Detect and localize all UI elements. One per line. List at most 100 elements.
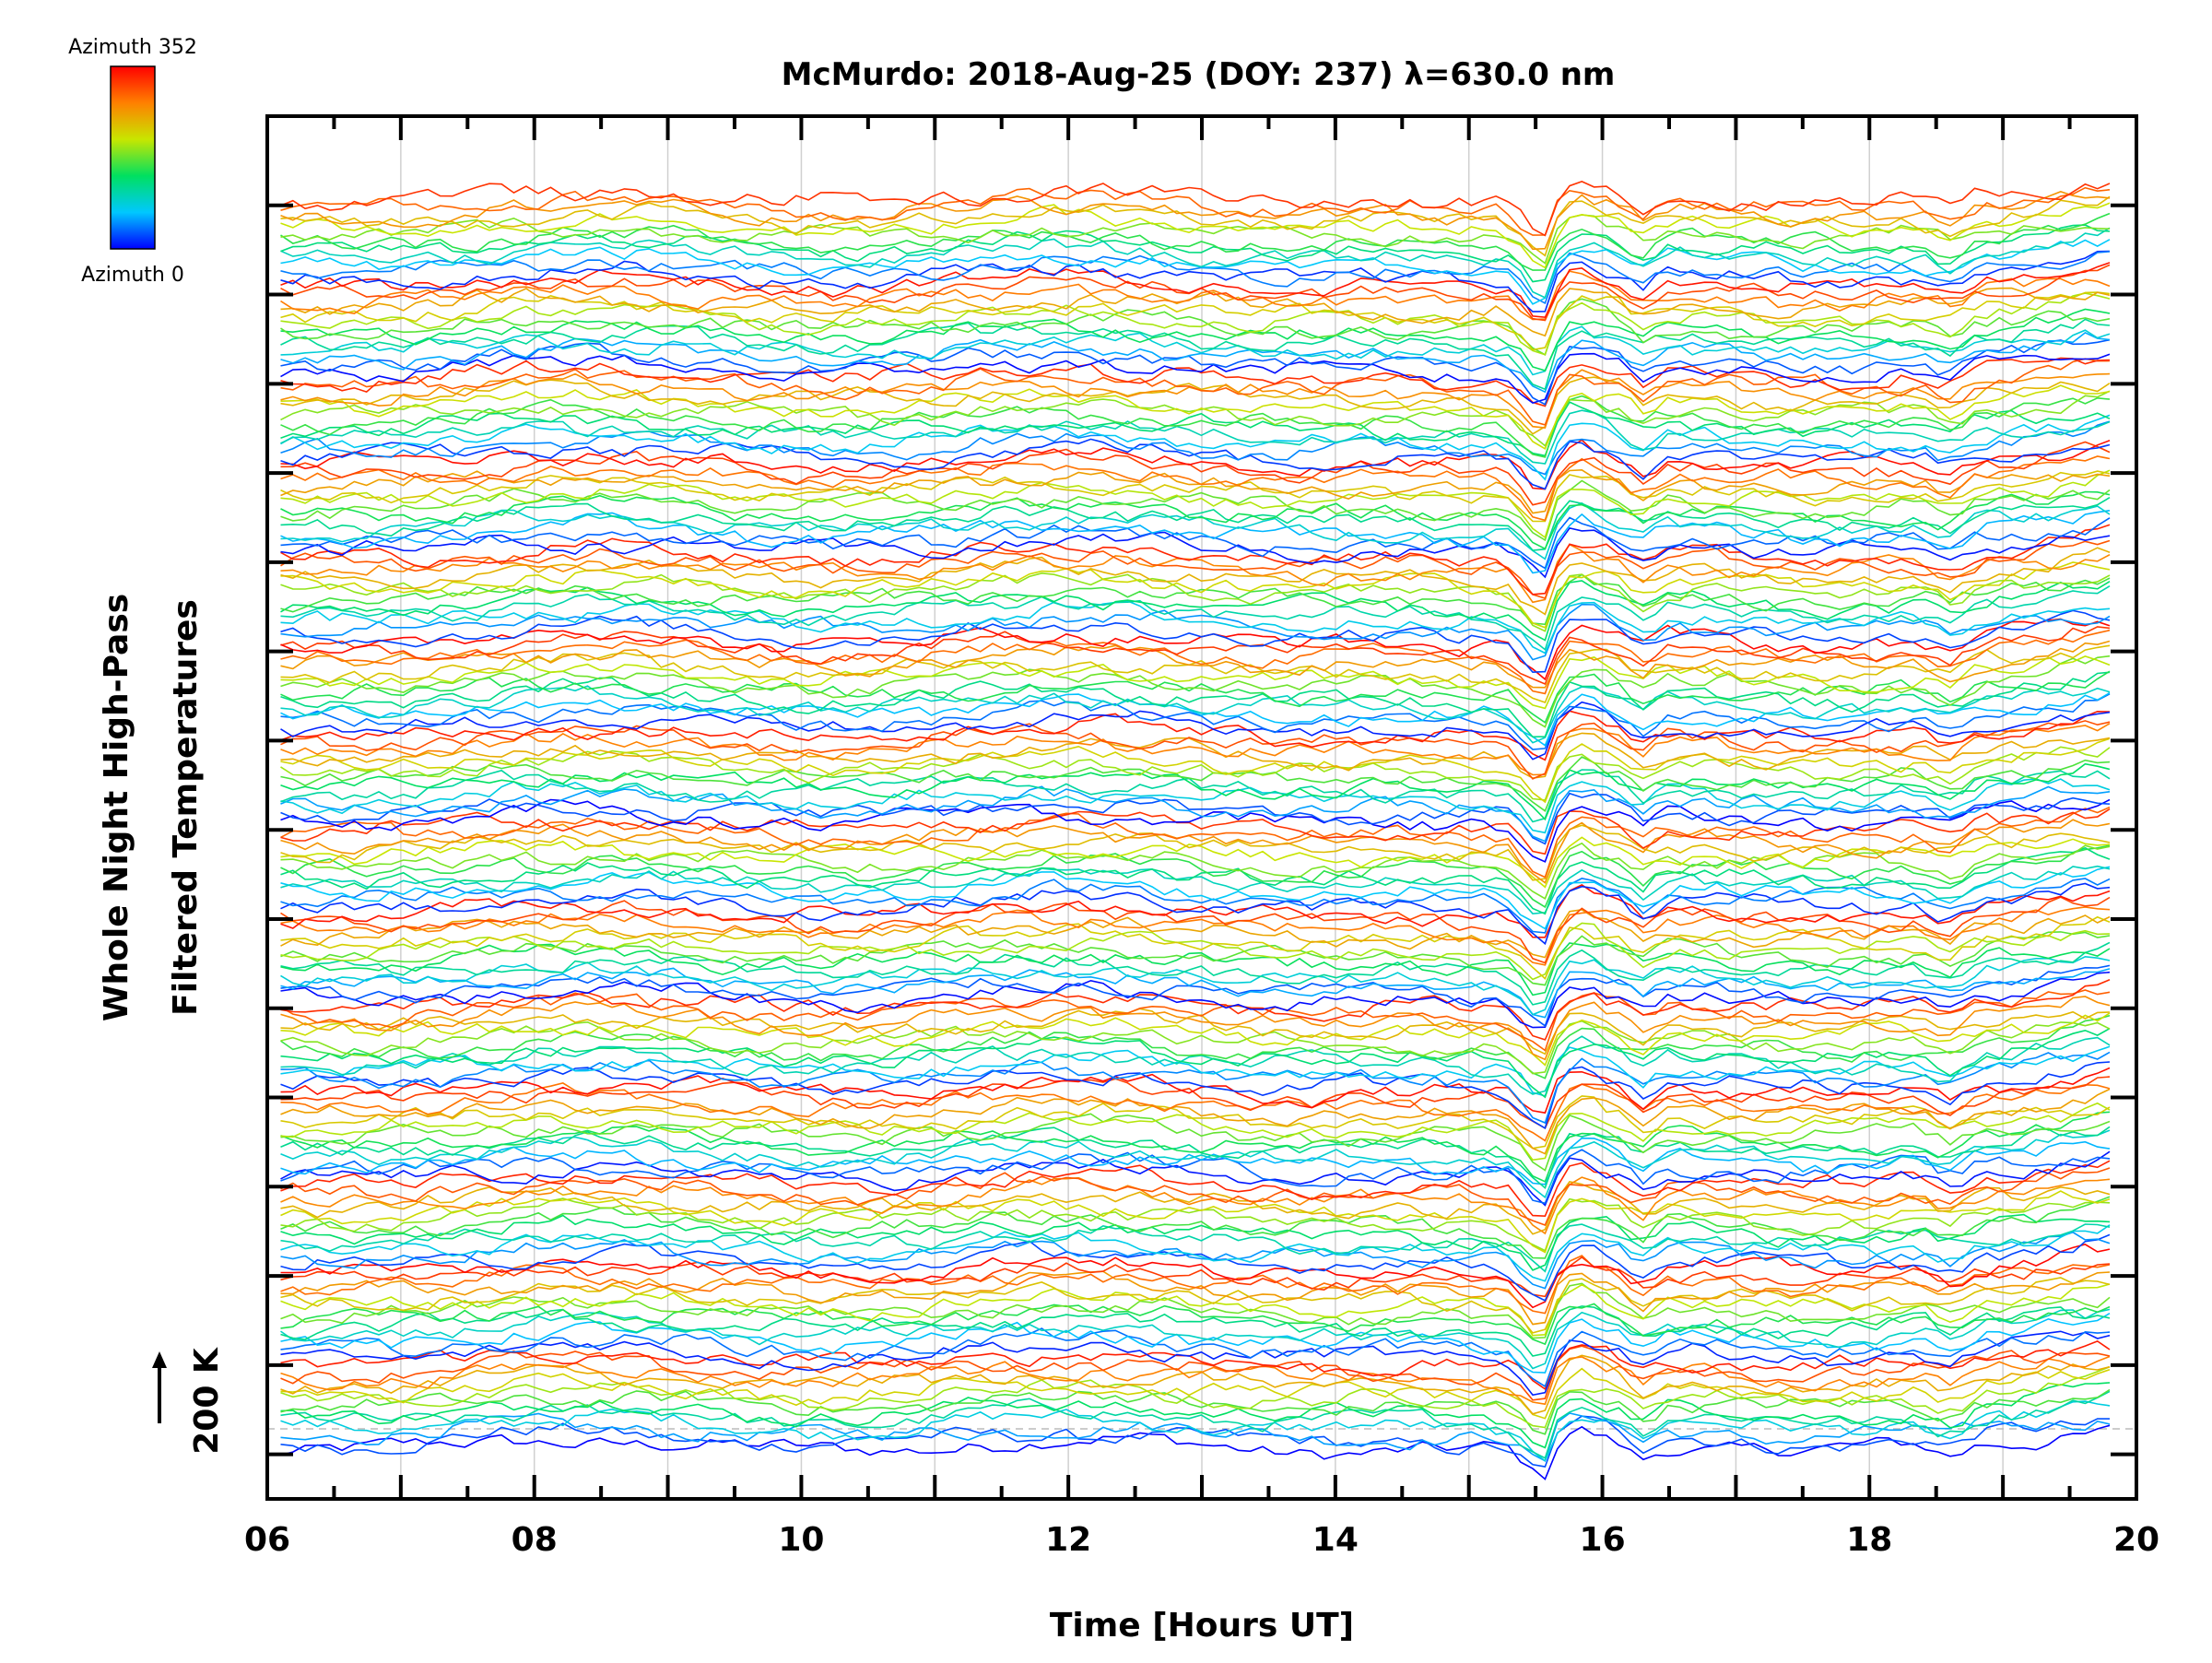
temperature-series-line	[280, 1008, 2111, 1056]
temperature-series-line	[280, 1255, 2111, 1315]
temperature-series-line	[280, 1355, 2111, 1406]
temperature-series-line	[280, 468, 2111, 514]
temperature-series-line	[280, 181, 2111, 237]
temperature-series-line	[280, 701, 2111, 761]
temperature-series-line	[280, 1308, 2111, 1370]
temperature-series-line	[280, 1354, 2111, 1415]
temperature-series-line	[280, 195, 2111, 257]
temperature-series-line	[280, 331, 2111, 394]
temperature-series-line	[280, 1256, 2111, 1298]
temperature-series-line	[280, 573, 2111, 626]
x-tick-label: 10	[778, 1521, 824, 1559]
temperature-series-line	[280, 251, 2111, 305]
temperature-series-line	[280, 778, 2111, 834]
temperature-series-line	[280, 1223, 2111, 1273]
temperature-series-line	[280, 1102, 2111, 1162]
temperature-series-line	[280, 291, 2111, 351]
temperature-series-line	[280, 922, 2111, 981]
temperature-series-line	[280, 691, 2111, 747]
x-tick-label: 14	[1312, 1521, 1359, 1559]
temperature-series-line	[280, 202, 2111, 269]
temperature-series-line	[280, 942, 2111, 997]
temperature-series-line	[280, 539, 2111, 599]
temperature-series-line	[280, 1367, 2111, 1420]
temperature-series-line	[280, 1028, 2111, 1099]
scale-label: 200 K	[188, 1347, 226, 1455]
temperature-series-line	[280, 527, 2111, 579]
temperature-series-line	[280, 1095, 2111, 1150]
temperature-series-line	[280, 262, 2111, 319]
temperature-series-line	[280, 1111, 2111, 1183]
temperature-series-line	[280, 1231, 2111, 1290]
temperature-series-line	[280, 1283, 2111, 1337]
temperature-series-line	[280, 720, 2111, 780]
x-tick-label: 20	[2113, 1521, 2159, 1559]
temperature-series-line	[280, 964, 2111, 1028]
temperature-series-line	[280, 989, 2111, 1052]
temperature-series-line	[280, 1149, 2111, 1205]
temperature-series-line	[280, 792, 2111, 845]
x-tick-labels: 06 08 10 12 14 16 18 20	[244, 1521, 2159, 1559]
temperature-series-line	[280, 224, 2111, 283]
temperature-series-line	[280, 420, 2111, 476]
temperature-series-line	[280, 971, 2111, 1029]
temperature-series-line	[280, 603, 2111, 661]
temperature-series-line	[280, 441, 2111, 506]
temperature-series-line	[280, 270, 2111, 321]
temperature-series-line	[280, 572, 2111, 632]
temperature-series-line	[280, 191, 2111, 251]
temperature-series-line	[280, 1197, 2111, 1252]
temperature-series-line	[280, 1020, 2111, 1075]
temperature-series-line	[280, 250, 2111, 313]
temperature-series-line	[280, 357, 2111, 407]
temperature-series-line	[280, 390, 2111, 447]
temperature-series-line	[280, 941, 2111, 1006]
temperature-series-line	[280, 1012, 2111, 1067]
colorbar: Azimuth 352 Azimuth 0	[68, 36, 197, 287]
temperature-series-line	[280, 1345, 2111, 1401]
temperature-series-line	[280, 882, 2111, 946]
temperature-series-line	[280, 1176, 2111, 1235]
temperature-series-line	[280, 798, 2111, 863]
colorbar-gradient	[110, 65, 156, 250]
temperature-series-line	[280, 1303, 2111, 1346]
x-tick-label: 06	[244, 1521, 290, 1559]
temperature-series-line	[280, 1365, 2111, 1429]
temperature-series-line	[280, 1150, 2111, 1207]
temperature-series-line	[280, 732, 2111, 779]
temperature-series-line	[280, 1088, 2111, 1155]
temperature-series-line	[280, 836, 2111, 889]
temperature-series-line	[280, 769, 2111, 823]
temperature-series-line	[280, 479, 2111, 542]
temperature-series-line	[280, 618, 2111, 681]
temperature-series-line	[280, 292, 2111, 356]
temperature-series-line	[280, 1305, 2111, 1357]
x-tick-label: 08	[512, 1521, 558, 1559]
temperature-series-line	[280, 414, 2111, 481]
temperature-series-line	[280, 1076, 2111, 1130]
temperature-series-line	[280, 746, 2111, 801]
temperature-series-line	[280, 1424, 2111, 1480]
temperature-series-line	[280, 996, 2111, 1061]
temperature-series-line	[280, 655, 2111, 710]
x-tick-label: 12	[1045, 1521, 1091, 1559]
temperature-series-line	[280, 439, 2111, 490]
temperature-series-line	[280, 685, 2111, 744]
temperature-series-line	[280, 325, 2111, 376]
temperature-series-line	[280, 1213, 2111, 1271]
temperature-series-line	[280, 497, 2111, 551]
temperature-series-line	[280, 906, 2111, 966]
temperature-series-line	[280, 1113, 2111, 1172]
x-axis-label: Time [Hours UT]	[1050, 1607, 1354, 1645]
temperature-series-line	[280, 1390, 2111, 1459]
temperature-series-line	[280, 737, 2111, 804]
colorbar-top-label: Azimuth 352	[68, 36, 197, 59]
temperature-series-line	[280, 785, 2111, 843]
temperature-series-line	[280, 866, 2111, 930]
temperature-series-line	[280, 819, 2111, 884]
temperature-series-line	[280, 1340, 2111, 1391]
temperature-series-line	[280, 629, 2111, 695]
temperature-series-line	[280, 1277, 2111, 1334]
temperature-series-line	[280, 298, 2111, 356]
